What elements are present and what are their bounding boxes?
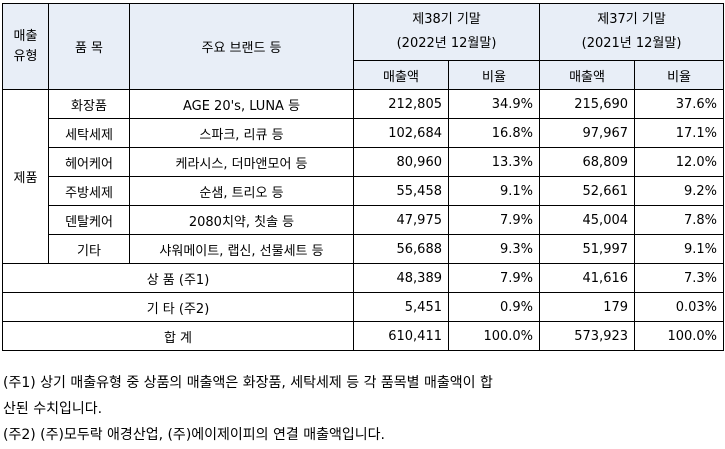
footnote-line: (주2) (주)모두락 애경산업, (주)에이제이피의 연결 매출액입니다. bbox=[3, 427, 385, 443]
item-cell: 세탁세제 bbox=[48, 118, 130, 148]
amount-38-cell: 212,805 bbox=[353, 89, 449, 119]
amount-37-cell: 68,809 bbox=[539, 147, 636, 177]
brands-cell: 샤워메이트, 랩신, 선물세트 등 bbox=[129, 234, 354, 264]
merchandise-label: 상 품 (주1) bbox=[2, 263, 354, 293]
ratio-38-cell: 9.3% bbox=[447, 234, 541, 264]
amount-37-cell: 52,661 bbox=[539, 176, 636, 206]
ratio-37-cell: 9.1% bbox=[634, 234, 725, 264]
amount-37-cell: 573,923 bbox=[539, 321, 636, 351]
amount-38-cell: 56,688 bbox=[353, 234, 449, 264]
total-row: 합 계 610,411 100.0% 573,923 100.0% bbox=[2, 321, 725, 351]
ratio-37-cell: 17.1% bbox=[634, 118, 725, 148]
ratio-38-cell: 9.1% bbox=[447, 176, 541, 206]
table-row: 헤어케어 케라시스, 더마앤모어 등 80,960 13.3% 68,809 1… bbox=[3, 147, 725, 177]
footnotes: (주1) 상기 매출유형 중 상품의 매출액은 화장품, 세탁세제 등 각 품목… bbox=[3, 370, 719, 448]
merchandise-row: 상 품 (주1) 48,389 7.9% 41,616 7.3% bbox=[2, 263, 725, 293]
amount-37-cell: 51,997 bbox=[539, 234, 636, 264]
item-cell: 덴탈케어 bbox=[48, 205, 130, 235]
amount-37-cell: 215,690 bbox=[539, 89, 636, 119]
amount-38-cell: 55,458 bbox=[353, 176, 449, 206]
ratio-37-cell: 9.2% bbox=[634, 176, 725, 206]
table-row: 덴탈케어 2080치약, 칫솔 등 47,975 7.9% 45,004 7.8… bbox=[3, 205, 725, 235]
item-cell: 주방세제 bbox=[48, 176, 130, 206]
table-row: 세탁세제 스파크, 리큐 등 102,684 16.8% 97,967 17.1… bbox=[3, 118, 725, 148]
brands-cell: 스파크, 리큐 등 bbox=[129, 118, 354, 148]
amount-38-cell: 610,411 bbox=[353, 321, 449, 351]
header-amount-38: 매출액 bbox=[353, 60, 449, 90]
header-sales-type: 매출 유형 bbox=[2, 3, 49, 90]
ratio-37-cell: 7.8% bbox=[634, 205, 725, 235]
amount-37-cell: 97,967 bbox=[539, 118, 636, 148]
header-ratio-37: 비율 bbox=[634, 60, 725, 90]
table-row: 기타 샤워메이트, 랩신, 선물세트 등 56,688 9.3% 51,997 … bbox=[3, 234, 725, 264]
ratio-37-cell: 12.0% bbox=[634, 147, 725, 177]
ratio-38-cell: 7.9% bbox=[447, 263, 541, 293]
header-period-38: 제38기 기말 (2022년 12월말) bbox=[352, 3, 541, 61]
other-label: 기 타 (주2) bbox=[2, 292, 354, 322]
brands-cell: 케라시스, 더마앤모어 등 bbox=[129, 147, 354, 177]
amount-37-cell: 45,004 bbox=[539, 205, 636, 235]
ratio-38-cell: 16.8% bbox=[447, 118, 541, 148]
header-period-37: 제37기 기말 (2021년 12월말) bbox=[539, 3, 725, 61]
other-row: 기 타 (주2) 5,451 0.9% 179 0.03% bbox=[2, 292, 725, 322]
item-cell: 화장품 bbox=[48, 89, 130, 119]
total-label: 합 계 bbox=[2, 321, 354, 351]
header-ratio-38: 비율 bbox=[447, 60, 541, 90]
ratio-37-cell: 100.0% bbox=[634, 321, 725, 351]
table-row: 주방세제 순샘, 트리오 등 55,458 9.1% 52,661 9.2% bbox=[3, 176, 725, 206]
amount-38-cell: 47,975 bbox=[353, 205, 449, 235]
amount-37-cell: 41,616 bbox=[539, 263, 636, 293]
amount-37-cell: 179 bbox=[539, 292, 636, 322]
sales-table: 매출 유형 품 목 주요 브랜드 등 제38기 기말 (2022년 12월말) … bbox=[2, 3, 725, 351]
item-cell: 헤어케어 bbox=[48, 147, 130, 177]
header-item: 품 목 bbox=[48, 3, 130, 90]
brands-cell: 2080치약, 칫솔 등 bbox=[129, 205, 354, 235]
amount-38-cell: 80,960 bbox=[353, 147, 449, 177]
ratio-38-cell: 100.0% bbox=[447, 321, 541, 351]
brands-cell: AGE 20's, LUNA 등 bbox=[129, 89, 354, 119]
brands-cell: 순샘, 트리오 등 bbox=[129, 176, 354, 206]
item-cell: 기타 bbox=[48, 234, 130, 264]
ratio-38-cell: 7.9% bbox=[447, 205, 541, 235]
amount-38-cell: 48,389 bbox=[353, 263, 449, 293]
footnote-line: 산된 수치입니다. bbox=[3, 401, 103, 417]
header-brands: 주요 브랜드 등 bbox=[129, 3, 354, 90]
group-label: 제품 bbox=[2, 89, 49, 264]
ratio-38-cell: 0.9% bbox=[447, 292, 541, 322]
footnote-line: (주1) 상기 매출유형 중 상품의 매출액은 화장품, 세탁세제 등 각 품목… bbox=[3, 375, 493, 391]
amount-38-cell: 102,684 bbox=[353, 118, 449, 148]
table-row: 제품 화장품 AGE 20's, LUNA 등 212,805 34.9% 21… bbox=[2, 89, 725, 264]
ratio-38-cell: 34.9% bbox=[447, 89, 541, 119]
header-amount-37: 매출액 bbox=[539, 60, 636, 90]
ratio-38-cell: 13.3% bbox=[447, 147, 541, 177]
ratio-37-cell: 7.3% bbox=[634, 263, 725, 293]
ratio-37-cell: 0.03% bbox=[634, 292, 725, 322]
ratio-37-cell: 37.6% bbox=[634, 89, 725, 119]
amount-38-cell: 5,451 bbox=[353, 292, 449, 322]
